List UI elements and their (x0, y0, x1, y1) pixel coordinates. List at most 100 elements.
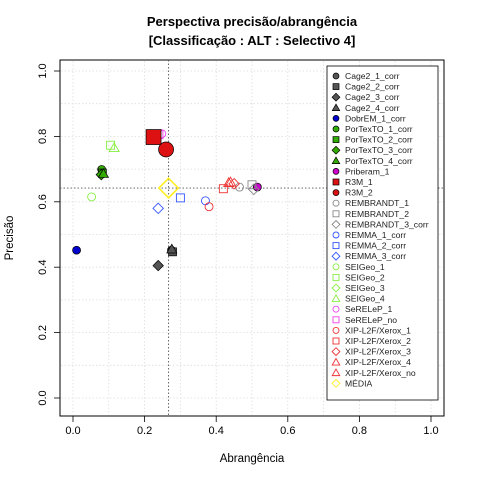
legend-label: REMBRANDT_3_corr (345, 219, 429, 229)
y-tick-label: 0.8 (37, 129, 49, 144)
legend-entry: XIP-L2F/Xerox_3 (331, 347, 411, 357)
legend-label: Cage2_1_corr (345, 71, 400, 81)
legend-entry: PorTexTO_1_corr (332, 124, 413, 134)
data-point-portexto-4-corr (97, 167, 110, 178)
legend: Cage2_1_corrCage2_2_corrCage2_3_corrCage… (331, 71, 429, 388)
legend-symbol (331, 145, 341, 155)
legend-entry: REMMA_2_corr (332, 241, 406, 251)
legend-label: REMMA_3_corr (345, 251, 406, 261)
legend-symbol (331, 378, 341, 388)
legend-entry: Priberam_1 (332, 166, 390, 176)
legend-entry: XIP-L2F/Xerox_1 (332, 325, 411, 335)
legend-entry: XIP-L2F/Xerox_no (331, 368, 416, 378)
legend-label: DobrEM_1_corr (345, 113, 406, 123)
data-point-seigeo-4 (108, 141, 120, 153)
x-tick-label: 0.8 (352, 425, 367, 437)
legend-label: Cage2_3_corr (345, 92, 400, 102)
legend-symbol (331, 219, 341, 229)
legend-entry: REMMA_3_corr (331, 251, 406, 261)
legend-entry: REMBRANDT_3_corr (331, 219, 429, 229)
legend-entry: PorTexTO_2_corr (332, 135, 413, 145)
legend-symbol (332, 263, 340, 271)
legend-label: REMMA_2_corr (345, 241, 406, 251)
legend-label: SeRELeP_1 (345, 304, 393, 314)
data-point-xip-l2f-xerox-2 (218, 184, 228, 194)
legend-symbol (332, 72, 340, 80)
y-tick-label: 0.0 (37, 390, 49, 405)
legend-label: MÉDIA (345, 378, 372, 388)
x-tick-label: 0.6 (280, 425, 295, 437)
legend-symbol (332, 125, 340, 133)
legend-entry: SEIGeo_2 (332, 272, 385, 282)
legend-symbol (332, 199, 340, 207)
data-point-seigeo-1 (87, 192, 97, 202)
data-point-xip-l2f-xerox-no (224, 176, 237, 187)
data-point-xip-l2f-xerox-1 (204, 202, 214, 212)
legend-symbol (331, 347, 341, 357)
chart-title: Perspectiva precisão/abrangência (147, 14, 358, 29)
legend-entry: REMMA_1_corr (332, 230, 406, 240)
legend-label: XIP-L2F/Xerox_4 (345, 357, 411, 367)
legend-entry: SEIGeo_3 (331, 283, 385, 293)
legend-entry: PorTexTO_4_corr (331, 156, 413, 166)
legend-label: R3M_2 (345, 188, 373, 198)
legend-symbol (331, 293, 341, 302)
legend-symbol (332, 326, 340, 334)
chart-subtitle: [Classificação : ALT : Selectivo 4] (149, 33, 356, 48)
legend-label: XIP-L2F/Xerox_3 (345, 347, 411, 357)
data-point-m-dia (157, 177, 180, 199)
y-tick-label: 0.2 (37, 325, 49, 340)
legend-symbol (331, 251, 341, 261)
legend-label: XIP-L2F/Xerox_no (345, 368, 416, 378)
legend-symbol (332, 136, 340, 143)
y-tick-label: 0.4 (37, 260, 49, 275)
legend-symbol (332, 115, 340, 122)
data-point-priberam-1 (253, 182, 262, 192)
legend-label: XIP-L2F/Xerox_1 (345, 325, 411, 335)
data-point-r3m-2 (158, 141, 174, 158)
legend-label: PorTexTO_4_corr (345, 156, 413, 166)
data-point-r3m-1 (145, 129, 162, 145)
x-tick-label: 0.2 (137, 425, 152, 437)
legend-entry: Cage2_2_corr (332, 82, 400, 92)
y-axis-label: Precisão (4, 216, 16, 261)
legend-entry: Cage2_4_corr (331, 103, 400, 113)
legend-label: PorTexTO_1_corr (345, 124, 413, 134)
legend-label: Cage2_2_corr (345, 82, 400, 92)
data-point-cage2-4-corr (166, 243, 178, 254)
legend-label: R3M_1 (345, 177, 373, 187)
x-tick-label: 0.0 (65, 425, 80, 437)
y-tick-label: 1.0 (37, 63, 49, 78)
legend-label: SEIGeo_4 (345, 294, 385, 304)
data-point-rembrandt-2 (247, 180, 257, 190)
axis-ticks: 0.0 0.2 0.4 0.6 0.8 1.0 0.0 0.2 0.4 0.6 0.8 1.0 (37, 63, 439, 437)
legend-label: PorTexTO_3_corr (345, 145, 413, 155)
data-point-xip-l2f-xerox-3 (228, 177, 240, 190)
legend-label: REMBRANDT_2 (345, 209, 409, 219)
legend-symbol (332, 273, 340, 281)
legend-symbol (331, 368, 341, 377)
legend-entry: REMBRANDT_1 (332, 198, 409, 208)
data-point-remma-3-corr (152, 202, 165, 215)
legend-entry: SEIGeo_1 (332, 262, 385, 272)
legend-label: REMBRANDT_1 (345, 198, 409, 208)
legend-entry: Cage2_3_corr (331, 92, 400, 102)
legend-label: PorTexTO_2_corr (345, 135, 413, 145)
legend-symbol (331, 92, 341, 102)
legend-label: REMMA_1_corr (345, 230, 406, 240)
legend-entry: XIP-L2F/Xerox_2 (332, 336, 411, 346)
legend-label: Priberam_1 (345, 166, 390, 176)
legend-symbol (332, 178, 340, 186)
data-point-dobrem-1-corr (72, 245, 81, 255)
legend-label: SeRELeP_no (345, 315, 397, 325)
legend-symbol (332, 305, 340, 313)
legend-entry: SEIGeo_4 (331, 293, 385, 304)
legend-entry: REMBRANDT_2 (332, 209, 409, 219)
legend-symbol (332, 168, 340, 175)
legend-label: Cage2_4_corr (345, 103, 400, 113)
legend-symbol (332, 210, 340, 218)
legend-entry: R3M_2 (332, 188, 373, 198)
legend-symbol (331, 103, 341, 111)
